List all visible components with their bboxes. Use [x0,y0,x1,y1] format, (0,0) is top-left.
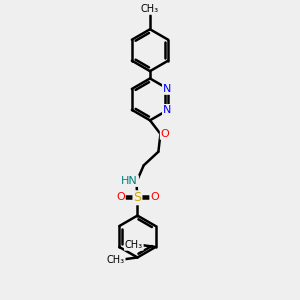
Text: N: N [163,105,171,115]
Text: S: S [134,191,141,204]
Text: N: N [163,84,171,94]
Text: O: O [116,192,124,202]
Text: CH₃: CH₃ [125,240,143,250]
Text: CH₃: CH₃ [141,4,159,14]
Text: O: O [150,192,159,202]
Text: CH₃: CH₃ [106,254,125,265]
Text: O: O [161,129,170,139]
Text: HN: HN [121,176,138,186]
